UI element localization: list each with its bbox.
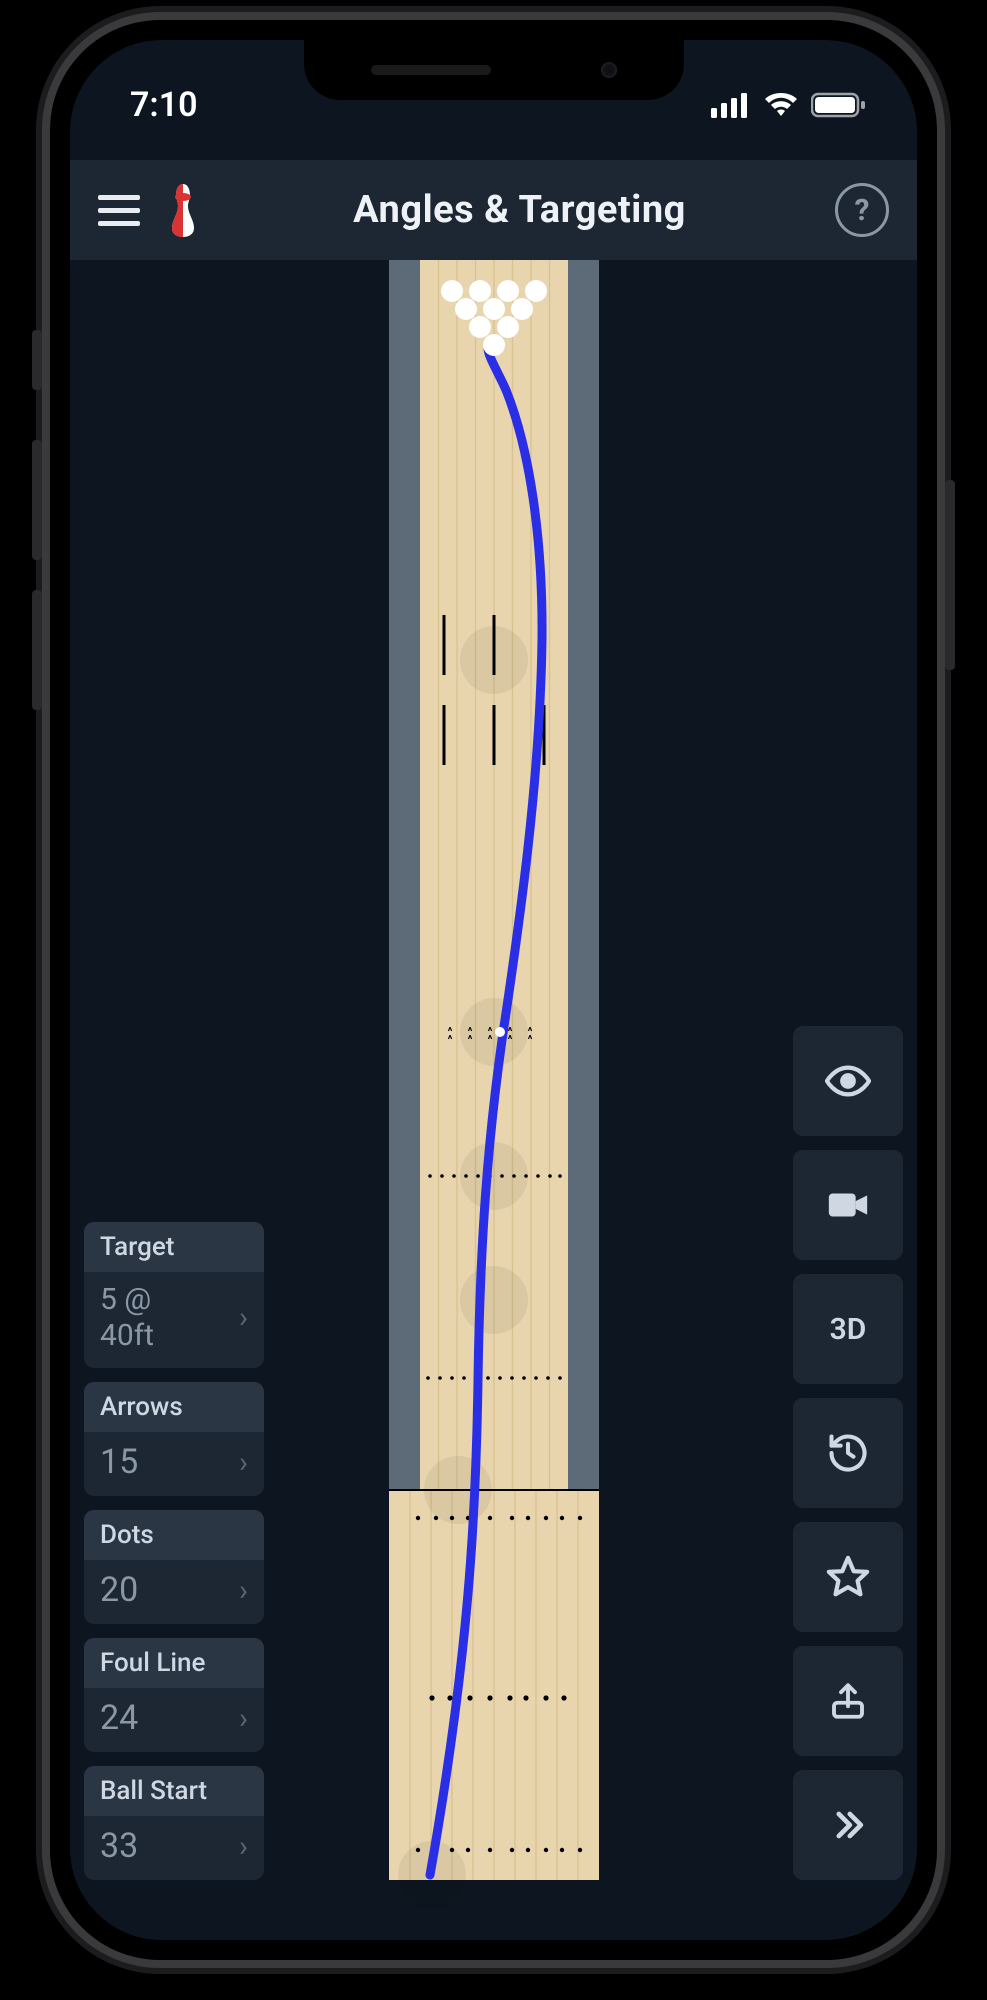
svg-text:^: ^ [448, 1033, 453, 1046]
cellular-signal-icon [711, 92, 751, 118]
battery-icon [811, 92, 867, 118]
phone-volume-down [32, 590, 42, 710]
menu-button[interactable] [98, 195, 140, 226]
history-icon [826, 1431, 870, 1475]
svg-text:^: ^ [508, 1033, 513, 1046]
control-value-ball_start[interactable]: 33 › [84, 1816, 264, 1880]
svg-text:^: ^ [488, 1033, 493, 1046]
svg-text:^: ^ [528, 1033, 533, 1046]
app-header: Angles & Targeting ? [70, 160, 917, 260]
chevron-right-icon: › [239, 1573, 248, 1608]
control-value-text-dots: 20 [100, 1570, 138, 1610]
control-label-target: Target [84, 1222, 264, 1272]
control-label-ball_start: Ball Start [84, 1766, 264, 1816]
control-value-target[interactable]: 5 @40ft › [84, 1272, 264, 1368]
front-camera [601, 62, 617, 78]
video-camera-icon [825, 1182, 871, 1228]
control-card-ball_start: Ball Start 33 › [84, 1766, 264, 1880]
tool-button-more[interactable] [793, 1770, 903, 1880]
help-button[interactable]: ? [835, 183, 889, 237]
eye-icon [825, 1058, 871, 1104]
control-value-text-arrows: 15 [100, 1442, 138, 1482]
control-label-dots: Dots [84, 1510, 264, 1560]
tool-button-share[interactable] [793, 1646, 903, 1756]
control-card-target: Target 5 @40ft › [84, 1222, 264, 1368]
wifi-icon [763, 92, 799, 118]
chevron-right-icon: › [239, 1701, 248, 1736]
phone-notch [304, 40, 684, 100]
tool-button-history[interactable] [793, 1398, 903, 1508]
phone-screen: 7:10 [70, 40, 917, 1940]
control-value-arrows[interactable]: 15 › [84, 1432, 264, 1496]
control-label-arrows: Arrows [84, 1382, 264, 1432]
lane-canvas-area: ^^^^^^^^^^ Target5 @40ft›Arrows15›Dots20… [70, 260, 917, 1940]
tool-button-visibility[interactable] [793, 1026, 903, 1136]
tool-button-favorite[interactable] [793, 1522, 903, 1632]
app-logo-icon [162, 182, 204, 238]
chevron-right-icon: › [239, 1300, 248, 1336]
control-value-text-ball_start: 33 [100, 1826, 138, 1866]
control-value-text-foul_line: 24 [100, 1698, 138, 1738]
page-title: Angles & Targeting [204, 188, 835, 232]
control-label-foul_line: Foul Line [84, 1638, 264, 1688]
phone-volume-up [32, 440, 42, 560]
left-controls-panel: Target5 @40ft›Arrows15›Dots20›Foul Line2… [84, 1222, 264, 1880]
control-value-dots[interactable]: 20 › [84, 1560, 264, 1624]
phone-power-button [945, 480, 955, 670]
control-value-text-target: 5 @40ft [100, 1282, 154, 1354]
status-time: 7:10 [130, 85, 198, 125]
star-icon [825, 1554, 871, 1600]
phone-frame: 7:10 [50, 20, 937, 1960]
tool-button-camera[interactable] [793, 1150, 903, 1260]
chevron-right-icon: › [239, 1445, 248, 1480]
help-icon: ? [855, 193, 870, 228]
control-card-dots: Dots 20 › [84, 1510, 264, 1624]
speaker-grille [371, 65, 491, 75]
3d-text-icon: 3D [830, 1312, 867, 1347]
tool-button-view3d[interactable]: 3D [793, 1274, 903, 1384]
svg-text:^: ^ [468, 1033, 473, 1046]
control-value-foul_line[interactable]: 24 › [84, 1688, 264, 1752]
control-card-arrows: Arrows 15 › [84, 1382, 264, 1496]
right-toolbar: 3D [793, 1026, 903, 1880]
control-card-foul_line: Foul Line 24 › [84, 1638, 264, 1752]
phone-side-button [32, 330, 42, 390]
chevrons-right-icon [826, 1803, 870, 1847]
chevron-right-icon: › [239, 1829, 248, 1864]
share-icon [827, 1678, 869, 1724]
